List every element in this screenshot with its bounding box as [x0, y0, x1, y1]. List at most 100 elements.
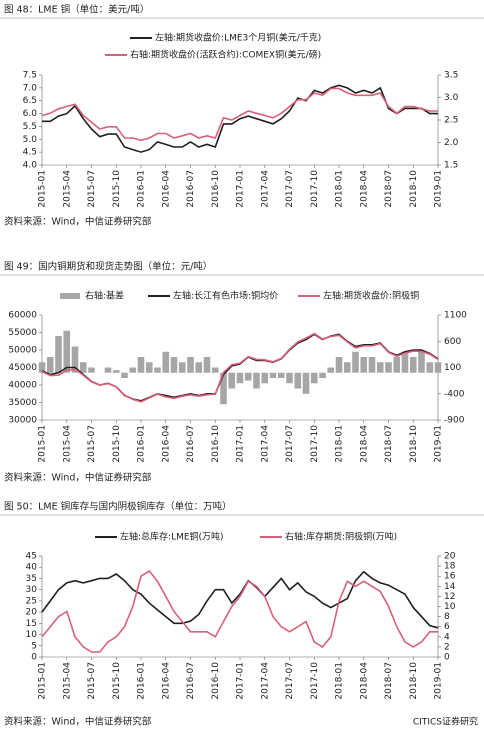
legend-label: 右轴:基差 — [85, 290, 124, 302]
bar — [46, 357, 54, 373]
y2-tick-label: 8 — [444, 612, 450, 622]
legend-label: 右轴:库存期货:阴极铜(万吨) — [285, 531, 397, 543]
bar — [55, 336, 62, 373]
y-tick-label: 45000 — [8, 363, 37, 373]
y-tick-label: 5.5 — [23, 122, 37, 132]
x-tick-label: 2015-10 — [112, 662, 122, 700]
x-tick-label: 2016-10 — [211, 170, 221, 208]
line-series — [41, 332, 439, 403]
figure-title: 图 48：LME 铜（单位：美元/吨） — [4, 4, 149, 16]
x-tick-label: 2017-07 — [285, 662, 295, 700]
bar — [426, 362, 434, 373]
bar — [294, 372, 302, 389]
x-tick-label: 2018-07 — [384, 662, 394, 700]
bar — [368, 357, 376, 373]
bar — [335, 357, 343, 373]
y2-tick-label: 18 — [444, 562, 456, 572]
line-series — [41, 87, 438, 142]
line-series — [42, 84, 438, 153]
y2-tick-label: 100 — [444, 363, 461, 373]
bar — [418, 351, 425, 373]
line-series — [41, 570, 439, 629]
bar — [327, 367, 335, 373]
y2-tick-label: 2.5 — [444, 116, 458, 126]
bar — [302, 372, 310, 394]
y-tick-label: 30000 — [8, 416, 37, 426]
bar — [178, 362, 186, 373]
y-tick-label: 35 — [26, 574, 37, 584]
y2-tick-label: 14 — [444, 582, 456, 592]
y-tick-label: 25 — [26, 596, 37, 606]
x-tick-label: 2016-01 — [137, 170, 147, 208]
bar — [310, 372, 318, 384]
x-tick-label: 2018-04 — [359, 425, 369, 463]
y2-tick-label: 1100 — [444, 311, 467, 321]
y2-tick-label: 10 — [444, 602, 456, 612]
source-note: 资料来源：Wind，中信证券研究部 — [4, 472, 151, 484]
watermark: CITICS证券研究 — [413, 716, 478, 728]
bar — [409, 357, 417, 373]
x-tick-label: 2019-01 — [434, 425, 444, 463]
x-tick-label: 2016-07 — [186, 170, 196, 208]
x-tick-label: 2018-04 — [359, 170, 369, 208]
y2-tick-label: 2 — [444, 642, 450, 652]
x-tick-label: 2017-04 — [260, 170, 270, 208]
x-tick-label: 2017-01 — [236, 425, 246, 463]
x-tick-label: 2015-07 — [87, 425, 97, 463]
y-tick-label: 20 — [26, 608, 38, 618]
y-tick-label: 10 — [26, 630, 38, 640]
bar — [137, 357, 145, 373]
x-tick-label: 2015-04 — [62, 425, 72, 463]
y-tick-label: 4.5 — [23, 148, 37, 158]
x-tick-label: 2016-07 — [186, 662, 196, 700]
bar — [88, 367, 95, 373]
x-tick-label: 2016-07 — [186, 425, 196, 463]
x-tick-label: 2017-04 — [260, 662, 270, 700]
x-tick-label: 2016-01 — [137, 662, 147, 700]
x-tick-label: 2019-01 — [434, 170, 444, 208]
y2-tick-label: 12 — [444, 592, 455, 602]
y-tick-label: 5 — [31, 641, 37, 651]
bar — [360, 357, 368, 373]
bar — [253, 372, 260, 389]
bar — [385, 362, 392, 373]
bar — [112, 370, 120, 373]
x-tick-label: 2016-10 — [211, 662, 221, 700]
x-tick-label: 2016-04 — [161, 425, 171, 463]
y-tick-label: 55000 — [8, 328, 37, 338]
y-tick-label: 5.0 — [23, 135, 38, 145]
bar — [154, 367, 161, 373]
bar — [162, 351, 170, 373]
y2-tick-label: -400 — [444, 389, 465, 399]
y2-tick-label: -900 — [444, 416, 465, 426]
y2-tick-label: 0 — [444, 653, 450, 663]
bar — [228, 372, 236, 389]
x-tick-label: 2017-10 — [310, 662, 320, 700]
x-tick-label: 2015-01 — [38, 170, 48, 208]
bar — [343, 362, 351, 373]
x-tick-label: 2015-04 — [62, 662, 72, 700]
x-tick-label: 2016-10 — [211, 425, 221, 463]
bar — [211, 367, 219, 373]
y-tick-label: 30 — [26, 585, 38, 595]
x-tick-label: 2018-07 — [384, 170, 394, 208]
y-tick-label: 7.0 — [23, 83, 38, 93]
bar — [261, 372, 269, 384]
bar — [401, 351, 409, 373]
x-tick-label: 2016-04 — [161, 170, 171, 208]
x-tick-label: 2018-01 — [335, 425, 345, 463]
x-tick-label: 2018-10 — [409, 425, 419, 463]
x-tick-label: 2015-01 — [38, 425, 48, 463]
bar — [187, 357, 194, 373]
x-tick-label: 2017-10 — [310, 425, 320, 463]
bar — [79, 362, 87, 373]
bar — [393, 357, 401, 373]
y-tick-label: 35000 — [8, 398, 37, 408]
bar — [376, 362, 384, 373]
figure-title: 图 50：LME 铜库存与国内阴极铜库存（单位：万吨） — [4, 501, 232, 513]
bar — [277, 372, 285, 378]
legend-label: 左轴:总库存:LME铜(万吨) — [120, 531, 224, 543]
source-note: 资料来源：Wind，中信证券研究部 — [4, 716, 151, 728]
legend-label: 左轴:期货收盘价:LME3个月铜(美元/千克) — [155, 32, 321, 44]
